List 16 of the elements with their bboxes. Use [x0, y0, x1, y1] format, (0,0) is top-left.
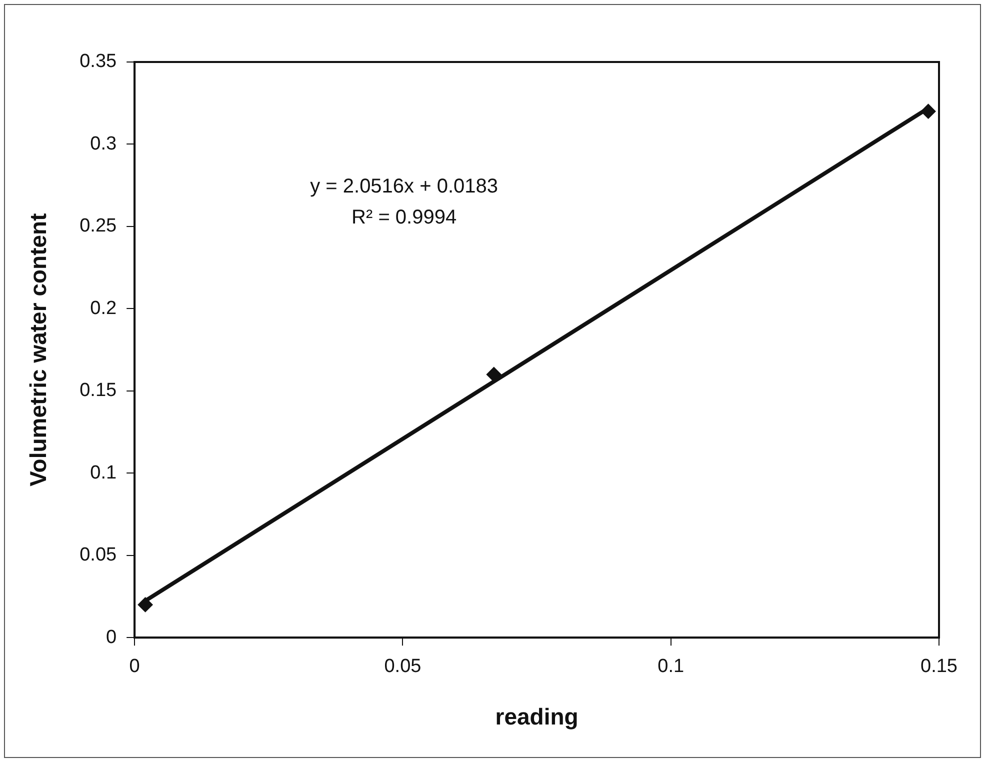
x-tick-label: 0	[129, 656, 140, 678]
y-tick-label: 0.15	[80, 380, 117, 402]
y-tick-label: 0	[106, 626, 117, 648]
y-tick-label: 0.2	[90, 298, 117, 319]
y-tick-label: 0.25	[80, 216, 117, 237]
x-tick-label: 0.1	[658, 656, 684, 678]
x-axis-title: reading	[495, 704, 578, 730]
y-tick-label: 0.05	[80, 544, 117, 566]
annotation: R² = 0.9994	[352, 206, 457, 229]
y-tick-label: 0.3	[90, 133, 117, 154]
y-axis-title: Volumetric water content	[25, 212, 52, 486]
y-tick-label: 0.35	[80, 51, 117, 72]
y-tick-label: 0.1	[90, 462, 117, 484]
annotation: y = 2.0516x + 0.0183	[310, 176, 498, 198]
x-tick-label: 0.05	[384, 656, 422, 678]
x-tick-label: 0.15	[920, 656, 958, 678]
